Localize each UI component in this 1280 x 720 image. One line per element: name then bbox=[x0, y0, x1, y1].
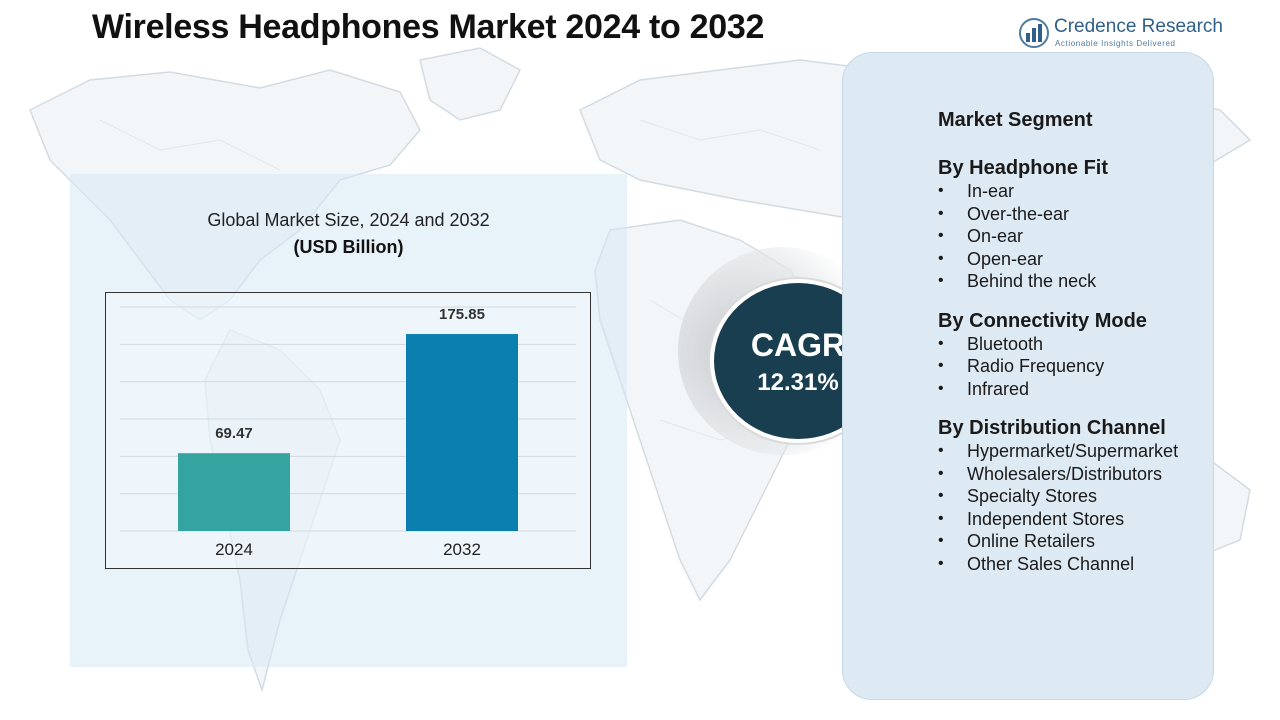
segment-item: Specialty Stores bbox=[938, 485, 1208, 508]
segment-item: Radio Frequency bbox=[938, 355, 1208, 378]
segment-header: Market Segment bbox=[938, 109, 1093, 131]
segment-item: Infrared bbox=[938, 378, 1208, 401]
segment-group-title: By Connectivity Mode bbox=[938, 309, 1147, 332]
bar-2032 bbox=[406, 334, 518, 531]
segment-item: Other Sales Channel bbox=[938, 553, 1208, 576]
segment-item: Bluetooth bbox=[938, 333, 1208, 356]
bar-2024 bbox=[178, 453, 290, 531]
segment-group-title: By Headphone Fit bbox=[938, 157, 1109, 179]
bar-chart-logo-icon bbox=[1019, 18, 1049, 48]
chart-frame: 69.47 2024 175.85 2032 bbox=[105, 292, 591, 569]
tick-label-2024: 2024 bbox=[215, 540, 253, 559]
cagr-value: 12.31% bbox=[757, 369, 839, 396]
segment-group-connectivity-mode: By Connectivity Mode Bluetooth Radio Fre… bbox=[938, 309, 1208, 401]
brand-name: Credence Research bbox=[1054, 16, 1223, 37]
segment-content: Market Segment By Headphone Fit In-ear O… bbox=[938, 108, 1208, 591]
segment-item: Over-the-ear bbox=[938, 203, 1208, 226]
page-title: Wireless Headphones Market 2024 to 2032 bbox=[92, 8, 765, 46]
segment-group-distribution-channel: By Distribution Channel Hypermarket/Supe… bbox=[938, 416, 1208, 575]
segment-item: Wholesalers/Distributors bbox=[938, 463, 1208, 486]
segment-list: Bluetooth Radio Frequency Infrared bbox=[938, 333, 1208, 401]
brand-tagline: Actionable Insights Delivered bbox=[1055, 39, 1176, 48]
segment-item: Independent Stores bbox=[938, 508, 1208, 531]
segment-item: On-ear bbox=[938, 225, 1208, 248]
brand-logo: Credence Research Actionable Insights De… bbox=[1018, 16, 1238, 50]
chart-title: Global Market Size, 2024 and 2032 bbox=[207, 210, 490, 230]
tick-label-2032: 2032 bbox=[443, 540, 481, 559]
bar-chart: 69.47 2024 175.85 2032 bbox=[120, 306, 576, 559]
segment-item: In-ear bbox=[938, 180, 1208, 203]
segment-group-headphone-fit: By Headphone Fit In-ear Over-the-ear On-… bbox=[938, 156, 1208, 293]
segment-item: Hypermarket/Supermarket bbox=[938, 440, 1208, 463]
cagr-label: CAGR bbox=[750, 327, 846, 363]
segment-list: Hypermarket/Supermarket Wholesalers/Dist… bbox=[938, 440, 1208, 575]
data-label-2032: 175.85 bbox=[439, 306, 485, 323]
segment-item: Online Retailers bbox=[938, 530, 1208, 553]
segment-item: Open-ear bbox=[938, 248, 1208, 271]
data-label-2024: 69.47 bbox=[215, 425, 253, 442]
segment-item: Behind the neck bbox=[938, 270, 1208, 293]
chart-panel: Global Market Size, 2024 and 2032 (USD B… bbox=[70, 174, 627, 667]
segment-group-title: By Distribution Channel bbox=[938, 417, 1166, 439]
chart-unit: (USD Billion) bbox=[293, 237, 404, 257]
segment-list: In-ear Over-the-ear On-ear Open-ear Behi… bbox=[938, 180, 1208, 293]
